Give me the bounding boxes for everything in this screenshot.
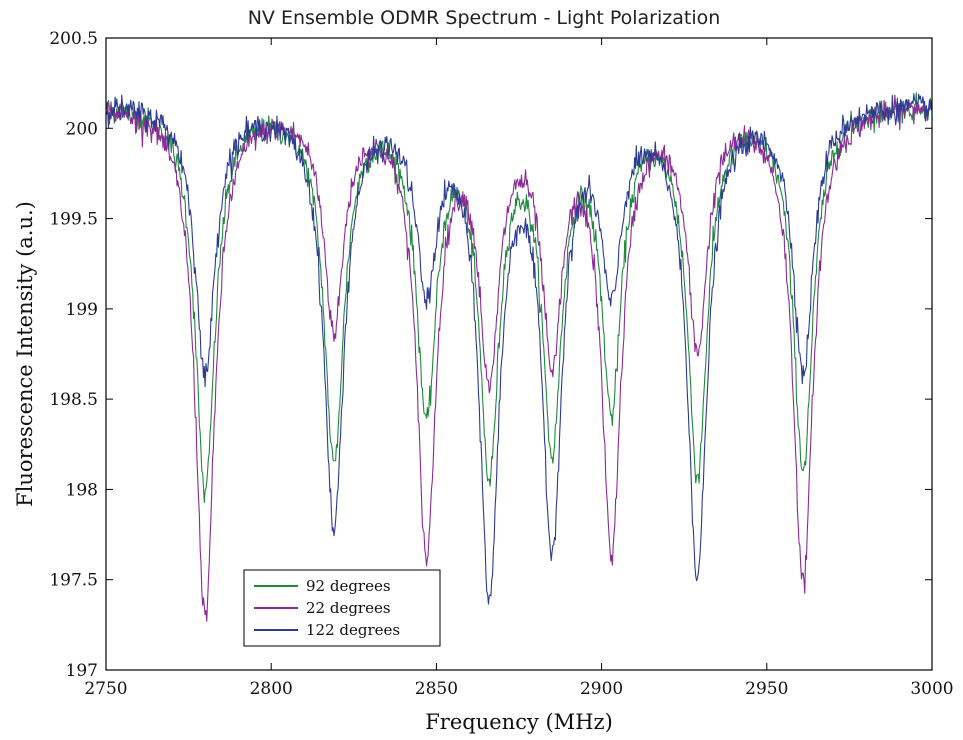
y-tick-label: 198.5: [49, 390, 98, 410]
series-layer: [105, 92, 933, 622]
x-tick-label: 2750: [84, 679, 127, 699]
series-line: [105, 94, 933, 622]
y-tick-label: 199: [66, 300, 98, 320]
x-tick-label: 2950: [745, 679, 788, 699]
x-tick-label: 2800: [250, 679, 293, 699]
series-line: [105, 93, 933, 605]
chart-title: NV Ensemble ODMR Spectrum - Light Polari…: [248, 7, 721, 29]
legend: 92 degrees 22 degrees 122 degrees: [243, 569, 441, 647]
y-tick-label: 198: [66, 480, 98, 500]
x-tick-label: 3000: [910, 679, 953, 699]
x-tick-label: 2850: [415, 679, 458, 699]
y-tick-label: 197.5: [49, 571, 98, 591]
legend-label: 22 degrees: [306, 599, 391, 617]
series-line: [105, 92, 933, 504]
y-tick-label: 197: [66, 661, 98, 681]
y-tick-label: 199.5: [49, 210, 98, 230]
plot-frame: [105, 37, 933, 671]
y-tick-label: 200.5: [49, 29, 98, 49]
y-axis-label: Fluorescence Intensity (a.u.): [13, 201, 37, 507]
legend-label: 122 degrees: [306, 621, 400, 639]
ticks-layer: 2750 2800 2850 2900 2950 3000 197 197.5 198 198.5…: [49, 29, 953, 699]
x-tick-label: 2900: [580, 679, 623, 699]
x-axis-label: Frequency (MHz): [425, 710, 613, 734]
legend-label: 92 degrees: [306, 577, 391, 595]
y-tick-label: 200: [66, 119, 98, 139]
